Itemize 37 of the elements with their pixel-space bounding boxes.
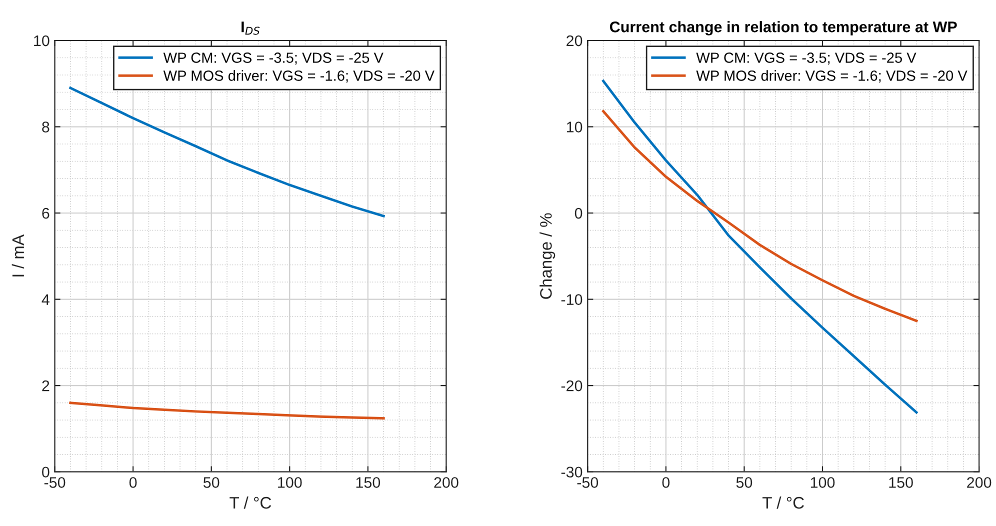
y-tick-label: -20 (561, 380, 582, 392)
y-axis-title: I / mA (12, 234, 24, 276)
x-tick-label: -50 (577, 477, 598, 488)
x-tick-label: 100 (278, 477, 302, 488)
chart-title: Current change in relation to temperature at WP (610, 21, 957, 36)
x-tick-label: 150 (356, 477, 380, 488)
line-series (69, 402, 385, 420)
x-axis-title: T / °C (230, 496, 272, 509)
y-tick-label: 2 (42, 380, 50, 392)
x-tick-label: -50 (44, 477, 66, 488)
legend-label: WP CM: VGS = -3.5; VDS = -25 V (163, 52, 384, 65)
y-tick-label: -10 (561, 294, 582, 305)
x-tick-label: 150 (889, 477, 913, 488)
x-tick-label: 50 (736, 477, 752, 488)
legend-label: WP MOS driver: VGS = -1.6; VDS = -20 V (696, 70, 968, 83)
x-tick-label: 50 (203, 477, 220, 488)
x-axis-title: T / °C (762, 496, 804, 509)
y-tick-label: 4 (42, 294, 50, 305)
x-tick-label: 0 (662, 477, 670, 488)
legend-label: WP CM: VGS = -3.5; VDS = -25 V (696, 52, 916, 65)
chart-title: I$_{DS}$ (242, 22, 260, 35)
x-tick-label: 100 (810, 477, 835, 488)
y-tick-label: 20 (566, 35, 582, 46)
y-tick-label: 10 (34, 35, 50, 46)
line-series (69, 86, 385, 218)
x-tick-label: 200 (967, 477, 992, 488)
y-axis-title: Change / % (540, 213, 556, 299)
x-tick-label: 200 (434, 477, 458, 488)
legend-label: WP MOS driver: VGS = -1.6; VDS = -20 V (163, 70, 434, 83)
y-tick-label: 0 (42, 466, 50, 478)
y-tick-label: 10 (566, 122, 582, 132)
y-tick-label: 0 (574, 208, 582, 219)
y-tick-label: -30 (561, 466, 582, 478)
y-tick-label: 6 (42, 208, 50, 219)
x-tick-label: 0 (129, 477, 137, 488)
line-series (602, 110, 918, 322)
y-tick-label: 8 (42, 122, 50, 132)
